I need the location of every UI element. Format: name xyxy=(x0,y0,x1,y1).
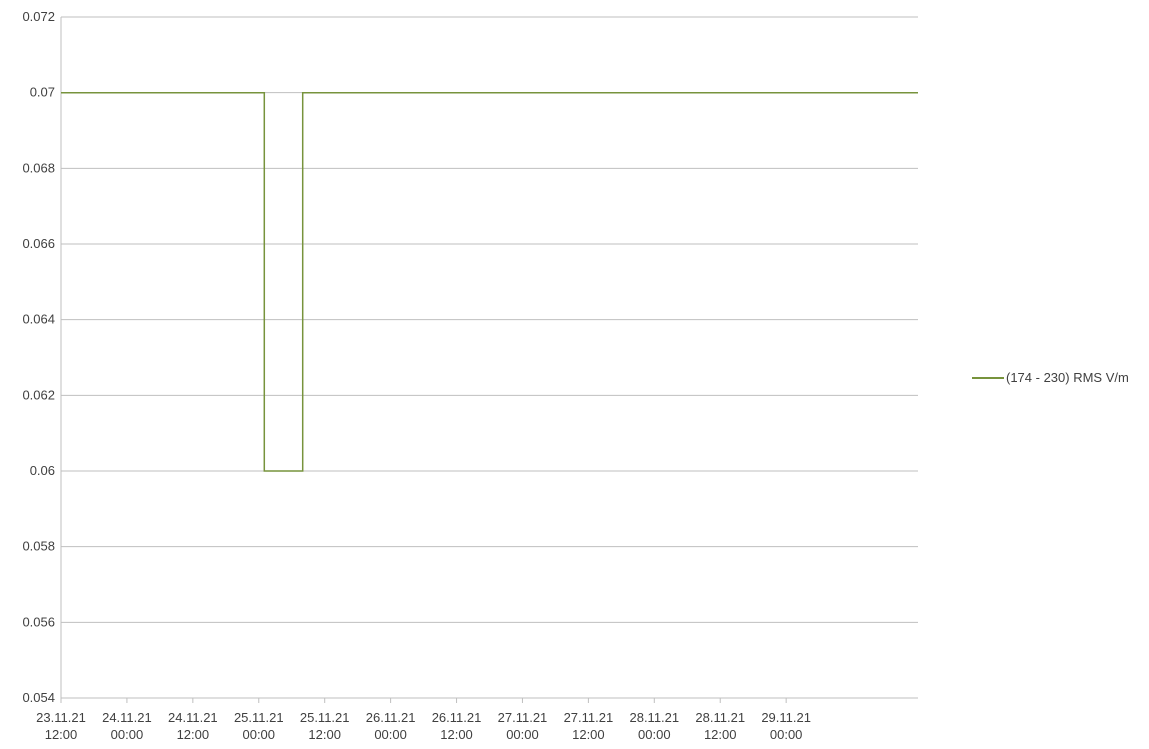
y-tick-label: 0.07 xyxy=(30,85,55,100)
y-tick-label: 0.06 xyxy=(30,463,55,478)
x-tick-label: 00:00 xyxy=(506,727,539,742)
y-tick-label: 0.054 xyxy=(22,690,55,705)
y-tick-label: 0.066 xyxy=(22,236,55,251)
legend: (174 - 230) RMS V/m xyxy=(972,370,1129,385)
y-tick-label: 0.062 xyxy=(22,387,55,402)
x-tick-label: 00:00 xyxy=(770,727,803,742)
x-tick-label: 24.11.21 xyxy=(168,710,218,725)
x-tick-label: 12:00 xyxy=(704,727,737,742)
x-tick-label: 00:00 xyxy=(638,727,671,742)
y-tick-label: 0.056 xyxy=(22,614,55,629)
x-tick-label: 27.11.21 xyxy=(564,710,614,725)
x-tick-label: 29.11.21 xyxy=(761,710,811,725)
y-tick-label: 0.072 xyxy=(22,9,55,24)
x-tick-label: 28.11.21 xyxy=(629,710,679,725)
x-tick-label: 12:00 xyxy=(177,727,210,742)
x-tick-label: 00:00 xyxy=(242,727,275,742)
y-tick-label: 0.068 xyxy=(22,160,55,175)
y-tick-label: 0.058 xyxy=(22,539,55,554)
x-tick-label: 28.11.21 xyxy=(695,710,745,725)
x-tick-label: 26.11.21 xyxy=(366,710,416,725)
x-tick-label: 00:00 xyxy=(111,727,144,742)
x-tick-label: 25.11.21 xyxy=(234,710,284,725)
x-tick-label: 27.11.21 xyxy=(498,710,548,725)
legend-label: (174 - 230) RMS V/m xyxy=(1006,370,1129,385)
series-line xyxy=(61,91,918,472)
x-tick-label: 25.11.21 xyxy=(300,710,350,725)
x-tick-label: 23.11.21 xyxy=(36,710,86,725)
x-tick-label: 26.11.21 xyxy=(432,710,482,725)
x-tick-label: 24.11.21 xyxy=(102,710,152,725)
legend-swatch xyxy=(972,376,1004,379)
x-tick-label: 00:00 xyxy=(374,727,407,742)
x-tick-label: 12:00 xyxy=(440,727,473,742)
y-tick-labels: 0.054 0.056 0.058 0.06 0.062 0.064 0.066 0.068 0… xyxy=(22,9,55,705)
x-tick-label: 12:00 xyxy=(572,727,605,742)
x-tick-label: 12:00 xyxy=(308,727,341,742)
x-tick-labels: 23.11.21 12:00 24.11.21 00:00 24.11.21 12:00 2… xyxy=(36,698,811,742)
x-tick-label: 12:00 xyxy=(45,727,78,742)
gridlines xyxy=(61,16,918,623)
y-tick-label: 0.064 xyxy=(22,312,55,327)
